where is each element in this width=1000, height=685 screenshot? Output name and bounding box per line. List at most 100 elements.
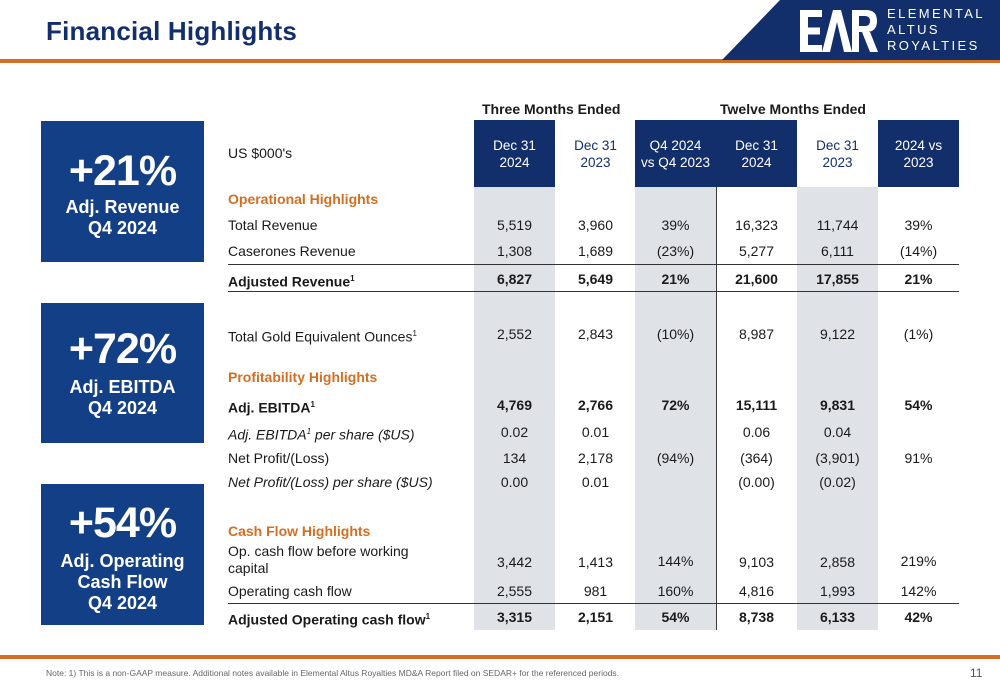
cell: 54% (904, 397, 933, 413)
kpi-label: Adj. Revenue (65, 197, 180, 217)
row-label: Adj. EBITDA1 (228, 395, 315, 418)
cell: (3,901) (815, 450, 860, 466)
footnote: Note: 1) This is a non-GAAP measure. Add… (46, 668, 620, 678)
row-label: Adj. EBITDA1 per share ($US) (228, 422, 415, 445)
cell: 1,413 (577, 554, 614, 570)
cell: 1,308 (496, 243, 533, 259)
cell: 42% (904, 609, 933, 625)
footnote-marker: 1 (412, 329, 417, 338)
kpi-label: Adj. Operating (60, 551, 185, 571)
cell: 981 (583, 583, 608, 599)
row-label: Net Profit/(Loss) (228, 450, 330, 466)
cell: 3,442 (496, 554, 533, 570)
footnote-marker: 1 (425, 612, 431, 621)
cell: 0.01 (581, 424, 610, 440)
cell: 91% (904, 450, 933, 466)
cell: (1%) (903, 326, 934, 342)
cell: 2,555 (496, 583, 533, 599)
table-divider (228, 291, 959, 292)
column-header-line: Dec 31 (493, 137, 536, 153)
cell: 2,151 (577, 609, 614, 625)
row-label: Op. cash flow before working capital (228, 543, 409, 577)
column-header: Dec 31 2023 (797, 120, 878, 187)
group-header-twelve-months: Twelve Months Ended (720, 101, 866, 117)
table-divider (228, 264, 959, 265)
column-header: 2024 vs 2023 (878, 120, 959, 187)
cell: 142% (900, 583, 937, 599)
column-header: Dec 31 2023 (555, 120, 636, 187)
table-row: Caserones Revenue 1,308 1,689 (23%) 5,27… (228, 241, 960, 263)
cell: 54% (661, 609, 690, 625)
row-label: Operating cash flow (228, 583, 352, 599)
column-header: Dec 31 2024 (716, 120, 797, 187)
table-divider (228, 603, 959, 604)
page-number: 11 (970, 666, 983, 680)
cell: 9,122 (819, 326, 856, 342)
cell: 72% (661, 397, 690, 413)
logo-line: ROYALTIES (887, 38, 980, 53)
footnote-marker: 1 (350, 274, 355, 283)
table-row: Adjusted Operating cash flow1 3,315 2,15… (228, 607, 960, 629)
cell: 2,858 (819, 554, 856, 570)
column-header-line: 2023 (580, 154, 611, 170)
cell: 15,111 (735, 397, 778, 413)
cell: 0.06 (742, 424, 771, 440)
column-band (797, 120, 878, 630)
row-label-text: per share ($US) (311, 426, 415, 443)
cell: 2,766 (577, 397, 614, 413)
cell: 0.01 (581, 474, 610, 490)
cell: 160% (657, 583, 694, 599)
column-header-line: Q4 2024 (649, 137, 702, 153)
kpi-value: +72% (68, 325, 177, 373)
cell: 0.04 (823, 424, 852, 440)
cell: 21% (661, 271, 690, 287)
cell: 2,843 (577, 326, 614, 342)
cell: 6,827 (496, 271, 533, 287)
units-label: US $000's (228, 145, 293, 161)
kpi-adj-ebitda: +72% Adj. EBITDA Q4 2024 (41, 303, 204, 443)
logo-line: ELEMENTAL (887, 6, 985, 21)
column-header-line: 2024 vs (894, 137, 943, 153)
cell: (23%) (656, 243, 695, 259)
cell: 39% (661, 217, 690, 233)
cell: (94%) (656, 450, 695, 466)
row-label: Adjusted Operating cash flow1 (228, 607, 430, 630)
kpi-value: +21% (68, 147, 177, 195)
row-label: Caserones Revenue (228, 243, 356, 259)
cell: (0.00) (738, 474, 775, 490)
row-label: Total Gold Equivalent Ounces1 (228, 324, 417, 347)
cell: (10%) (656, 326, 695, 342)
kpi-label: Q4 2024 (87, 218, 158, 238)
kpi-label: Adj. EBITDA (69, 377, 176, 397)
row-label-text: Adjusted Revenue (228, 273, 351, 290)
cell: 5,277 (738, 243, 775, 259)
row-label: Net Profit/(Loss) per share ($US) (228, 474, 433, 490)
column-header-line: Dec 31 (816, 137, 859, 153)
table-row: Net Profit/(Loss) per share ($US) 0.00 0… (228, 472, 960, 494)
cell: 8,987 (738, 326, 775, 342)
cell: 3,315 (496, 609, 533, 625)
row-label-text: Total Gold Equivalent Ounces (228, 328, 413, 345)
column-header: Q4 2024 vs Q4 2023 (635, 120, 716, 187)
cell: 21% (904, 271, 933, 287)
kpi-value: +54% (68, 499, 177, 547)
section-operational: Operational Highlights (228, 191, 379, 207)
cell: 5,649 (577, 271, 614, 287)
table-row: Total Revenue 5,519 3,960 39% 16,323 11,… (228, 215, 960, 237)
cell: 39% (904, 217, 933, 233)
cell: 8,738 (738, 609, 775, 625)
group-header-three-months: Three Months Ended (482, 101, 621, 117)
row-label-text: Adj. EBITDA (228, 399, 311, 416)
cell: 134 (502, 450, 527, 466)
footnote-marker: 1 (310, 400, 315, 409)
kpi-label: Q4 2024 (87, 593, 158, 613)
row-label: Adjusted Revenue1 (228, 269, 355, 292)
kpi-adj-operating-cash-flow: +54% Adj. Operating Cash Flow Q4 2024 (41, 484, 204, 625)
cell: 16,323 (735, 217, 778, 233)
cell: 1,993 (819, 583, 856, 599)
cell: 4,816 (738, 583, 775, 599)
cell: 2,552 (496, 326, 533, 342)
table-row: Total Gold Equivalent Ounces1 2,552 2,84… (228, 324, 960, 346)
page-title: Financial Highlights (46, 16, 298, 46)
cell: 6,111 (821, 243, 854, 259)
